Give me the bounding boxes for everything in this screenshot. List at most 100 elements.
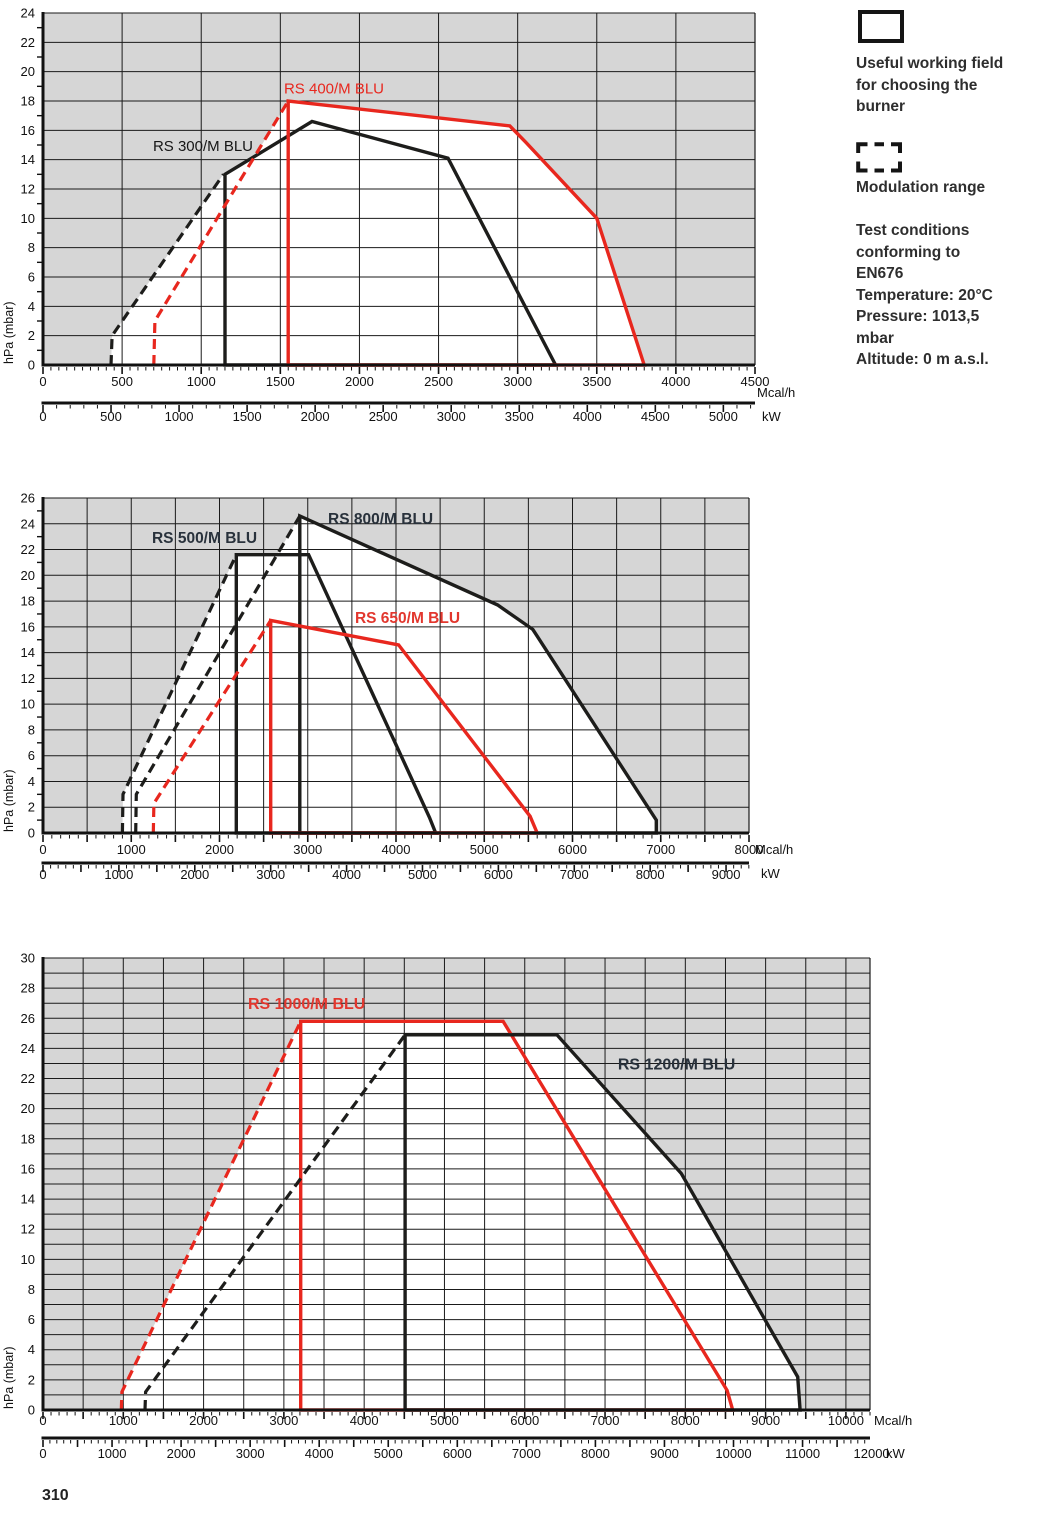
kw-tick-label: 6000 [484,867,513,882]
y-tick-label: 2 [28,328,35,343]
y-tick-label: 30 [21,951,35,966]
kw-unit-label: kW [762,409,782,424]
mcal-unit-label: Mcal/h [755,842,793,857]
series-rs-400-m-blu-modulation-dashed [152,100,290,366]
mcal-tick-label: 9000 [751,1413,780,1428]
y-tick-label: 20 [21,1101,35,1116]
mcal-tick-label: 2000 [205,842,234,857]
mcal-tick-label: 3000 [293,842,322,857]
y-tick-label: 0 [28,358,35,373]
kw-tick-label: 5000 [374,1446,403,1461]
kw-tick-label: 10000 [715,1446,751,1461]
y-tick-label: 14 [21,645,35,660]
kw-tick-label: 4500 [641,409,670,424]
y-tick-label: 10 [21,1252,35,1267]
kw-tick-label: 500 [100,409,122,424]
kw-tick-label: 1000 [165,409,194,424]
modulation-range-icon [856,141,902,172]
y-tick-label: 2 [28,800,35,815]
working-field-white-region [122,516,657,833]
mcal-tick-label: 1500 [266,374,295,389]
test-conditions-line6: mbar [856,329,894,347]
y-axis-title: hPa (mbar) [2,1346,16,1409]
y-tick-label: 18 [21,1131,35,1146]
y-tick-label: 8 [28,240,35,255]
mcal-tick-label: 7000 [646,842,675,857]
kw-tick-label: 2000 [167,1446,196,1461]
kw-unit-label: kW [761,866,781,881]
y-tick-label: 12 [21,671,35,686]
kw-unit-label: kW [886,1446,906,1461]
y-tick-label: 22 [21,542,35,557]
mcal-unit-label: Mcal/h [874,1413,912,1428]
series-label-rs-1200-m-blu: RS 1200/M BLU [618,1056,735,1073]
modulation-range-label: Modulation range [856,178,986,196]
y-tick-label: 26 [21,491,35,506]
series-label-rs-500-m-blu: RS 500/M BLU [152,530,257,547]
kw-tick-label: 3000 [437,409,466,424]
mcal-tick-label: 0 [39,1413,46,1428]
useful-working-field-icon [858,10,904,43]
kw-tick-label: 12000 [854,1446,890,1461]
test-conditions-line7: Altitude: 0 m a.s.l. [856,351,989,368]
chart-rs500-rs650-rs800: 0 2 4 6 8 10 12 14 16 18 20 22 24 26 0 1000 2000 3000 4000… [0,478,830,895]
series-rs-500-m-blu-modulation-dashed [120,554,238,834]
mcal-tick-label: 5000 [470,842,499,857]
kw-tick-label: 1000 [104,867,133,882]
y-tick-label: 0 [28,1403,35,1418]
kw-tick-label: 4000 [573,409,602,424]
kw-tick-label: 3000 [256,867,285,882]
y-tick-label: 14 [21,152,35,167]
series-rs-1200-m-blu-modulation-dashed [143,1033,407,1411]
mcal-tick-label: 8000 [671,1413,700,1428]
mcal-tick-label: 4000 [350,1413,379,1428]
kw-tick-label: 2500 [369,409,398,424]
test-conditions-line1: Test conditions [856,222,970,239]
y-tick-label: 10 [21,211,35,226]
mcal-tick-label: 1000 [187,374,216,389]
mcal-tick-label: 2000 [345,374,374,389]
mcal-tick-label: 1000 [117,842,146,857]
useful-field-label-line2: for choosing the [856,76,978,94]
kw-tick-label: 2000 [180,867,209,882]
y-tick-label: 16 [21,123,35,138]
y-tick-label: 4 [28,774,35,789]
kw-tick-label: 5000 [408,867,437,882]
test-conditions-line4: Temperature: 20°C [856,286,993,304]
y-tick-label: 24 [21,516,35,531]
y-tick-label: 24 [21,6,35,21]
series-rs-1000-m-blu-modulation-dashed [119,1020,303,1411]
mcal-tick-label: 7000 [591,1413,620,1428]
y-tick-label: 28 [21,981,35,996]
y-axis-title: hPa (mbar) [2,301,16,364]
kw-tick-label: 0 [39,409,46,424]
mcal-tick-label: 4000 [382,842,411,857]
mcal-tick-label: 500 [111,374,133,389]
y-tick-label: 12 [21,182,35,197]
mcal-tick-label: 3000 [503,374,532,389]
y-tick-label: 16 [21,619,35,634]
kw-tick-label: 3500 [505,409,534,424]
kw-tick-label: 5000 [709,409,738,424]
mcal-tick-label: 3000 [269,1413,298,1428]
kw-tick-label: 8000 [636,867,665,882]
kw-tick-label: 9000 [712,867,741,882]
kw-tick-label: 8000 [581,1446,610,1461]
working-field-white-region [111,101,645,365]
series-label-rs-650-m-blu: RS 650/M BLU [355,610,460,627]
y-tick-label: 6 [28,270,35,285]
y-tick-label: 16 [21,1161,35,1176]
y-axis-title: hPa (mbar) [2,769,16,832]
mcal-tick-label: 10000 [828,1413,864,1428]
y-tick-label: 22 [21,1071,35,1086]
series-label-rs-400-m-blu: RS 400/M BLU [284,81,384,98]
chart-rs1000-rs1200: 0 2 4 6 8 10 12 14 16 18 20 22 24 26 28 30 0 1000 2000 3000… [0,938,1041,1516]
mcal-unit-label: Mcal/h [757,385,795,400]
y-tick-label: 6 [28,1312,35,1327]
test-conditions-line3: EN676 [856,265,904,282]
kw-tick-label: 7000 [512,1446,541,1461]
kw-tick-label: 1000 [98,1446,127,1461]
y-tick-label: 6 [28,748,35,763]
